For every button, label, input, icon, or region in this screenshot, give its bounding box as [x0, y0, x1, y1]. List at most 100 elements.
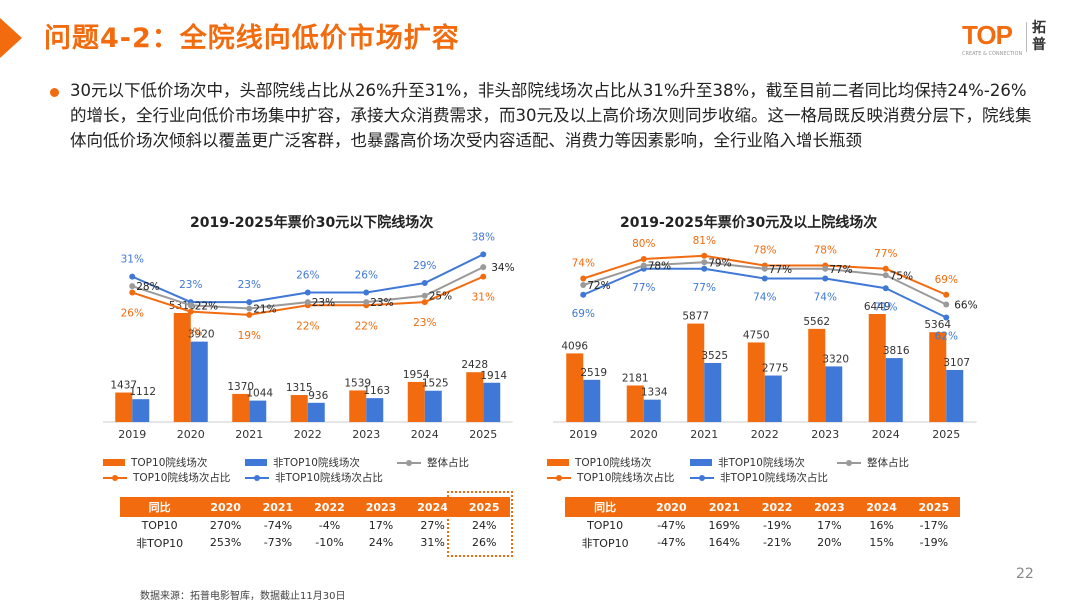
logo-subtext: CREATE & CONNECTION: [962, 51, 1023, 57]
highlight-2025-box: [447, 491, 513, 557]
bar-label-non-top10: 3816: [883, 345, 910, 357]
legend-right: TOP10院线场次 非TOP10院线场次 整体占比 TOP10院线场次占比 非T…: [545, 455, 975, 485]
yoy-cell: TOP10: [587, 519, 624, 532]
yoy-row: TOP10 270% -74% -4% 17% 27% 24%: [120, 517, 510, 534]
top10-share-label: 22%: [296, 320, 319, 332]
overall-point: [822, 265, 829, 272]
non-top10-share-point: [580, 291, 587, 298]
page-number: 22: [1016, 566, 1034, 582]
overall-label: 34%: [491, 262, 514, 274]
x-tick-label: 2020: [177, 428, 205, 441]
legend-top10-bar: TOP10院线场次: [547, 455, 651, 470]
yoy-cell: 31%: [420, 536, 445, 549]
legend-label: 非TOP10院线场次: [273, 457, 360, 469]
bar-top10: [868, 314, 886, 422]
x-tick-label: 2023: [811, 428, 839, 441]
bar-label-non-top10: 3525: [701, 350, 728, 362]
x-tick-label: 2021: [690, 428, 718, 441]
legend-label: 整体占比: [867, 457, 909, 469]
legend-swatch: [837, 459, 861, 467]
bar-label-top10: 5877: [682, 311, 709, 323]
legend-overall-share: 整体占比: [837, 455, 909, 470]
bar-top10: [232, 393, 250, 422]
overall-point: [943, 301, 950, 308]
legend-swatch: [690, 474, 714, 482]
overall-point: [246, 305, 253, 312]
top10-share-point: [246, 311, 253, 318]
bar-top10: [407, 381, 425, 422]
yoy-cell: -74%: [263, 519, 293, 532]
top10-share-label: 80%: [632, 238, 655, 250]
x-tick-label: 2025: [469, 428, 497, 441]
yoy-header-cell: 同比: [565, 497, 646, 517]
top10-share-label: 81%: [693, 235, 716, 247]
legend-label: 非TOP10院线场次: [718, 457, 805, 469]
top10-share-point: [421, 299, 428, 306]
bar-non-top10: [583, 379, 601, 422]
yoy-cell: 164%: [708, 536, 740, 549]
yoy-cell: 17%: [368, 519, 394, 532]
non-top10-share-point: [304, 289, 311, 296]
legend-overall-share: 整体占比: [397, 455, 469, 470]
bar-top10: [929, 332, 947, 422]
top10-share-label: 77%: [874, 248, 897, 260]
top10-share-point: [640, 256, 647, 262]
top10-share-label: 69%: [935, 274, 958, 286]
yoy-cell: -47%: [657, 519, 686, 532]
yoy-header-cell: 2023: [803, 497, 856, 517]
overall-point: [480, 264, 487, 271]
legend-swatch: [690, 459, 712, 466]
non-top10-share-label: 26%: [296, 270, 319, 282]
non-top10-share-label: 69%: [572, 308, 595, 320]
x-tick-label: 2023: [352, 428, 380, 441]
legend-non-top10-share: 非TOP10院线场次占比: [690, 470, 828, 485]
overall-label: 77%: [769, 264, 792, 276]
yoy-cell: -19%: [762, 519, 792, 532]
bar-top10: [466, 372, 484, 422]
yoy-cell: 24%: [471, 519, 497, 532]
logo-divider: [1026, 22, 1027, 52]
non-top10-share-point: [129, 273, 136, 280]
chart-right: 4096 2519 2019 2181 1334 2020 5877 3525 2021 4750…: [553, 235, 978, 441]
top10-share-label: 19%: [238, 330, 261, 342]
legend-non-top10-bar: 非TOP10院线场次: [245, 455, 360, 470]
bar-top10: [290, 395, 308, 422]
legend-label: TOP10院线场次占比: [133, 472, 231, 484]
bar-top10: [566, 353, 584, 422]
legend-swatch: [397, 459, 421, 467]
bar-label-top10: 4750: [743, 329, 770, 341]
legend-swatch: [245, 459, 267, 466]
yoy-cell: 253%: [209, 536, 242, 549]
bar-label-top10: 5364: [924, 319, 951, 331]
yoy-cell: 24%: [368, 536, 394, 549]
overall-label: 72%: [587, 280, 610, 292]
bar-non-top10: [643, 399, 661, 422]
top10-share-point: [187, 308, 194, 315]
yoy-header-cell: 同比: [120, 497, 200, 517]
bar-top10: [626, 385, 644, 422]
bar-label-top10: 2181: [622, 372, 649, 384]
yoy-cell: 20%: [817, 536, 842, 549]
data-source: 数据来源：拓普电影智库，数据截止11月30日: [140, 591, 346, 602]
page-title: 问题4-2：全院线向低价市场扩容: [44, 23, 460, 54]
bar-label-non-top10: 2519: [580, 367, 607, 379]
yoy-cell: -10%: [315, 536, 344, 549]
non-top10-share-point: [421, 280, 428, 286]
chart-title-right: 2019-2025年票价30元及以上院线场次: [620, 215, 878, 231]
top10-share-point: [580, 275, 587, 282]
legend-swatch: [103, 459, 125, 466]
bar-top10: [747, 342, 765, 422]
x-tick-label: 2025: [932, 428, 960, 441]
bar-non-top10: [483, 382, 501, 422]
legend-top10-share: TOP10院线场次占比: [103, 470, 230, 485]
x-tick-label: 2020: [630, 428, 658, 441]
logo-text: TOP: [962, 20, 1013, 50]
bar-label-non-top10: 3920: [188, 329, 215, 341]
bar-label-top10: 1539: [344, 377, 371, 389]
legend-left: TOP10院线场次 非TOP10院线场次 整体占比 TOP10院线场次占比 非T…: [95, 455, 535, 485]
overall-label: 23%: [312, 297, 335, 309]
top10-share-point: [882, 265, 889, 272]
overall-label: 78%: [648, 261, 671, 273]
top10-share-point: [480, 273, 487, 280]
yoy-cell: 非TOP10: [581, 536, 629, 550]
